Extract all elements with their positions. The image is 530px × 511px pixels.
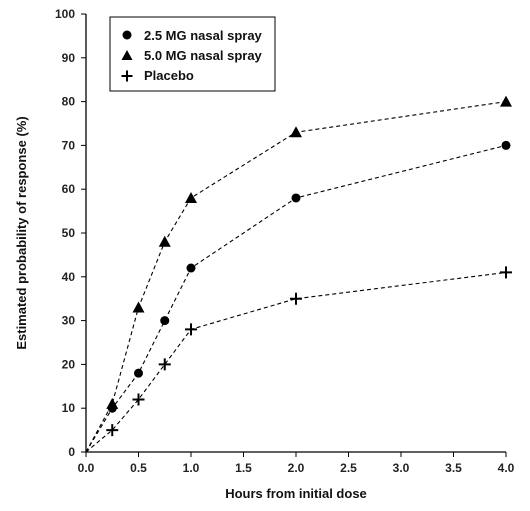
x-axis-title: Hours from initial dose: [225, 486, 367, 501]
y-tick-label: 70: [62, 138, 76, 152]
y-tick-label: 30: [62, 314, 76, 328]
y-tick-label: 100: [55, 7, 75, 21]
y-tick-label: 20: [62, 357, 76, 371]
x-tick-label: 2.5: [340, 461, 357, 475]
data-point-plus: [500, 266, 512, 279]
legend-label-placebo: Placebo: [144, 68, 194, 83]
series-line: [85, 101, 507, 453]
series-plus: [85, 266, 512, 453]
legend-item-2.5mg: 2.5 MG nasal spray: [122, 28, 263, 43]
legend-label-2.5mg: 2.5 MG nasal spray: [144, 28, 263, 43]
legend-circle-marker: [122, 30, 132, 40]
x-tick-label: 2.0: [288, 461, 305, 475]
data-point-triangle: [185, 191, 197, 203]
y-tick-label: 50: [62, 226, 76, 240]
data-point-triangle: [290, 126, 302, 138]
data-point-triangle: [158, 235, 171, 247]
data-point-plus: [290, 292, 302, 305]
legend-item-5.0mg: 5.0 MG nasal spray: [121, 48, 263, 63]
data-point-circle: [160, 316, 170, 326]
x-tick-label: 0.5: [130, 461, 147, 475]
legend-triangle-marker: [121, 50, 133, 60]
series-circle: [85, 140, 511, 453]
x-tick-label: 3.0: [393, 461, 410, 475]
y-tick-label: 10: [62, 401, 76, 415]
data-point-circle: [501, 140, 511, 150]
x-tick-label: 1.0: [183, 461, 200, 475]
data-point-triangle: [106, 397, 119, 409]
y-tick-label: 40: [62, 270, 76, 284]
x-tick-label: 1.5: [235, 461, 252, 475]
legend-box: [109, 16, 276, 92]
data-point-plus: [158, 358, 171, 371]
data-point-triangle: [500, 95, 512, 107]
legend: 2.5 MG nasal spray 5.0 MG nasal spray Pl…: [109, 16, 276, 92]
legend-label-5.0mg: 5.0 MG nasal spray: [144, 48, 263, 63]
y-tick-label: 90: [62, 51, 76, 65]
y-tick-label: 80: [62, 95, 76, 109]
tick-group: 0.0 0.5 1.0 1.5 2.0 2.5 3.0 3.5 4.0 0 10 20 30 40 50 60…: [55, 7, 515, 475]
data-point-plus: [106, 424, 119, 437]
data-point-triangle: [132, 301, 145, 313]
series-layer: [85, 95, 512, 453]
data-point-circle: [186, 263, 196, 273]
y-axis-title: Estimated probability of response (%): [14, 116, 29, 349]
legend-item-placebo: Placebo: [121, 68, 194, 83]
series-triangle: [85, 95, 512, 453]
data-point-circle: [134, 368, 143, 378]
legend-plus-marker: [121, 70, 133, 82]
data-point-plus: [185, 323, 197, 336]
y-tick-label: 0: [68, 445, 75, 459]
data-point-plus: [132, 393, 145, 406]
y-tick-label: 60: [62, 182, 76, 196]
x-tick-label: 0.0: [78, 461, 95, 475]
x-tick-label: 3.5: [445, 461, 462, 475]
x-tick-label: 4.0: [498, 461, 515, 475]
data-point-circle: [291, 193, 301, 203]
